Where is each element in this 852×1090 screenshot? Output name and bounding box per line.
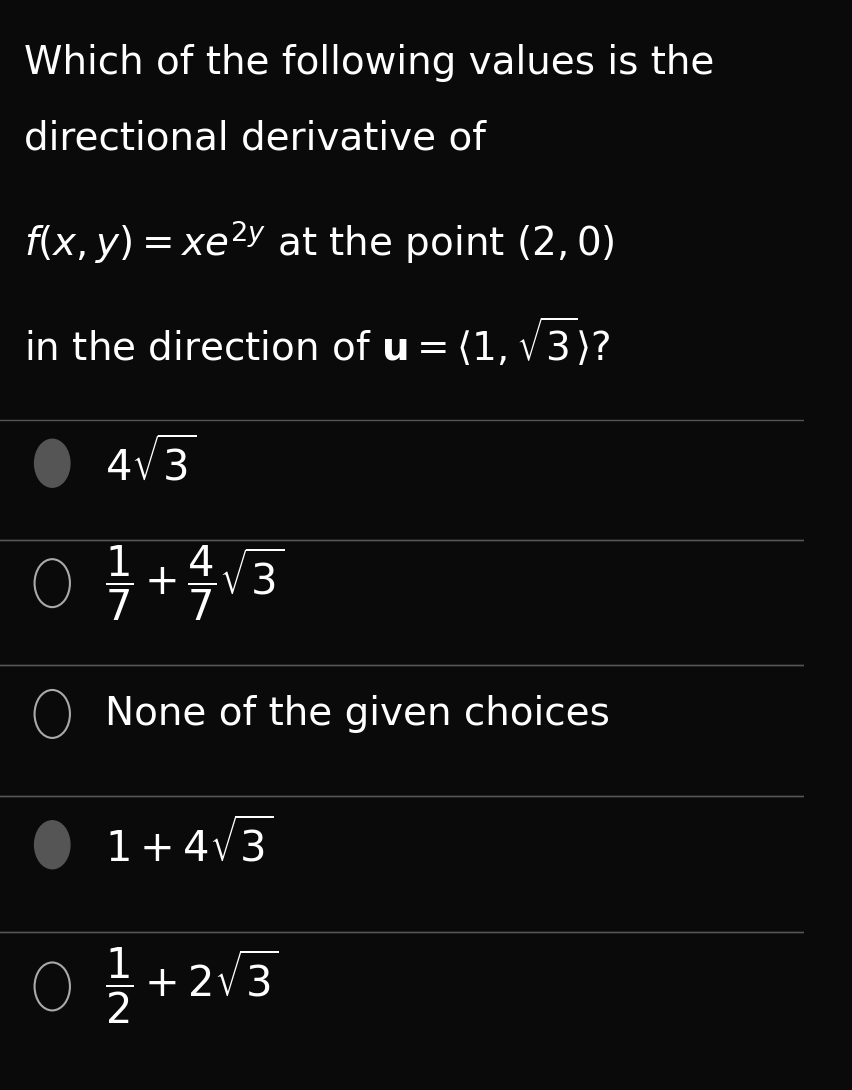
Text: $\dfrac{1}{2} + 2\sqrt{3}$: $\dfrac{1}{2} + 2\sqrt{3}$ xyxy=(105,946,278,1027)
Circle shape xyxy=(35,439,70,487)
Text: None of the given choices: None of the given choices xyxy=(105,695,608,732)
Text: $1 + 4\sqrt{3}$: $1 + 4\sqrt{3}$ xyxy=(105,819,273,871)
Text: directional derivative of: directional derivative of xyxy=(24,120,486,158)
Text: $f(x, y) = xe^{2y}$ at the point $(2, 0)$: $f(x, y) = xe^{2y}$ at the point $(2, 0)… xyxy=(24,218,614,266)
Text: $4\sqrt{3}$: $4\sqrt{3}$ xyxy=(105,437,195,489)
Text: Which of the following values is the: Which of the following values is the xyxy=(24,44,714,82)
Text: in the direction of $\mathbf{u} = \langle 1, \sqrt{3}\rangle$?: in the direction of $\mathbf{u} = \langl… xyxy=(24,316,610,370)
Text: $\dfrac{1}{7} + \dfrac{4}{7}\sqrt{3}$: $\dfrac{1}{7} + \dfrac{4}{7}\sqrt{3}$ xyxy=(105,544,283,622)
Circle shape xyxy=(35,821,70,869)
